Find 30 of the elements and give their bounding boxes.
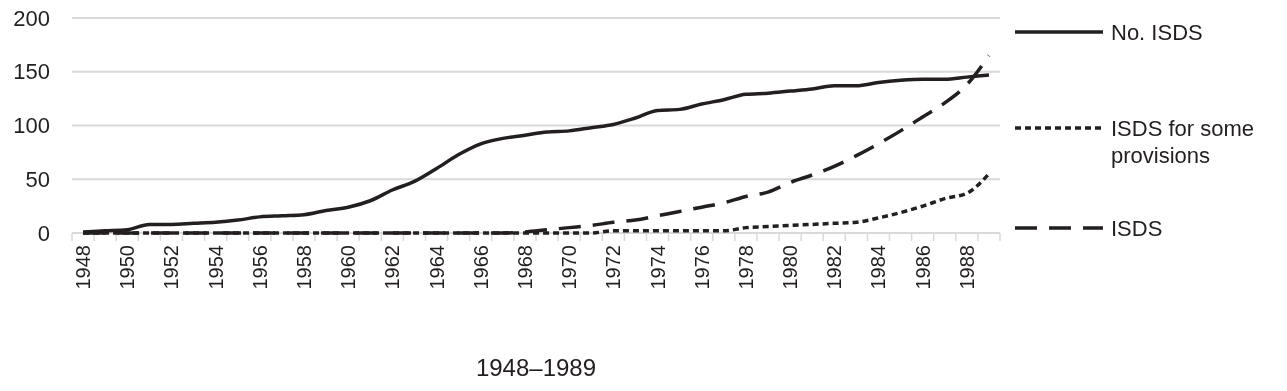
x-tick-label: 1972 [602, 245, 625, 290]
x-tick-label: 1952 [160, 245, 183, 290]
x-axis-title: 1948–1989 [475, 354, 597, 381]
y-tick-label: 100 [13, 113, 50, 139]
x-tick-label: 1968 [513, 245, 536, 290]
x-tick-label: 1958 [293, 245, 315, 290]
x-tick-label: 1976 [690, 245, 713, 290]
x-tick-label: 1986 [911, 245, 934, 290]
x-tick-label: 1964 [425, 245, 448, 290]
x-tick-label: 1982 [823, 245, 846, 290]
x-tick-label: 1970 [558, 245, 581, 290]
x-tick-label: 1950 [116, 245, 139, 290]
y-tick-label: 200 [13, 5, 50, 31]
y-tick-label: 50 [25, 166, 50, 192]
x-tick-label: 1960 [337, 245, 360, 290]
x-tick-label: 1978 [734, 245, 757, 290]
x-tick-label: 1988 [955, 245, 978, 290]
x-tick-label: 1984 [867, 245, 890, 290]
legend-label: ISDS for some provisions [1111, 115, 1255, 169]
legend-label: ISDS [1111, 215, 1163, 241]
x-tick-label: 1966 [469, 245, 492, 290]
x-tick-label: 1974 [646, 245, 669, 290]
y-tick-label: 0 [37, 220, 50, 246]
x-tick-label: 1956 [248, 245, 271, 290]
x-tick-label: 1954 [204, 245, 227, 290]
x-tick-label: 1962 [381, 245, 404, 290]
y-tick-label: 150 [13, 59, 50, 85]
x-tick-label: 1980 [779, 245, 802, 290]
legend-label: No. ISDS [1111, 19, 1203, 45]
x-tick-label: 1948 [72, 245, 95, 290]
